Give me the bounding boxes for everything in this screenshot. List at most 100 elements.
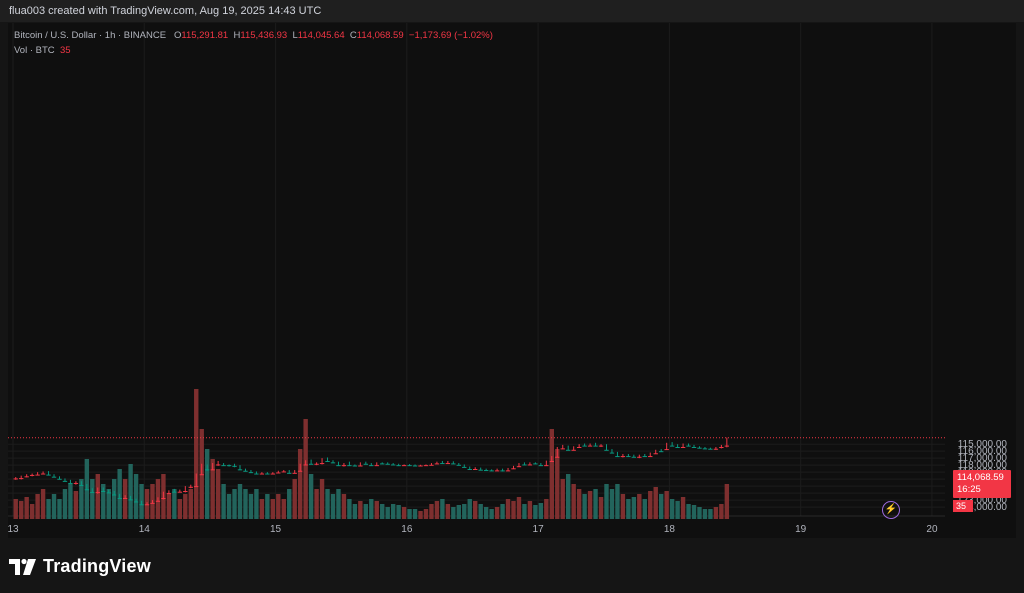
volume-bar (188, 489, 193, 519)
lightning-icon[interactable]: ⚡ (882, 501, 900, 519)
volume-bar (325, 489, 330, 519)
volume-bar (210, 459, 215, 519)
volume-bar (440, 499, 445, 519)
volume-bar (347, 499, 352, 519)
candle-body (276, 472, 281, 474)
volume-bar (303, 419, 308, 519)
volume-bar (555, 449, 560, 519)
candle-body (598, 445, 604, 447)
volume-bar (615, 484, 620, 519)
volume-bar (587, 491, 593, 519)
volume-bar (243, 489, 248, 519)
volume-bar (494, 507, 500, 519)
candle-body (456, 464, 462, 466)
candle-body (478, 469, 483, 471)
candle-body (429, 464, 434, 466)
candle-body (352, 465, 358, 467)
candle-body (188, 486, 193, 488)
volume-bar (35, 494, 40, 519)
volume-bar (609, 489, 615, 519)
x-tick-label: 18 (664, 524, 676, 535)
volume-bar (462, 504, 467, 519)
candle-body (13, 478, 18, 480)
candle-body (489, 470, 494, 472)
volume-bar (418, 511, 423, 519)
last-price-badge: 114,068.59 16:25 (953, 470, 1011, 498)
candle-body (713, 448, 719, 450)
volume-bar (719, 504, 724, 519)
candle-body (19, 478, 24, 480)
candle-body (691, 446, 697, 448)
volume-bar (29, 504, 35, 519)
y-tick-label: 117,000.00 (958, 453, 1008, 464)
candle-body (669, 445, 675, 447)
candle-body (297, 470, 303, 472)
volume-badge: 35 (953, 500, 973, 512)
volume-bar (620, 494, 626, 519)
candle-body (680, 446, 686, 448)
volume-bar (680, 497, 686, 519)
open-label: O (173, 30, 182, 41)
candle-body (287, 472, 292, 474)
volume-bar (237, 484, 243, 519)
candle-body (199, 474, 204, 476)
volume-bar (456, 505, 462, 519)
candle-body (418, 465, 423, 467)
volume-bar (473, 501, 478, 519)
volume-bar (215, 469, 221, 519)
volume-bar (412, 509, 418, 519)
volume-bar (626, 499, 631, 519)
candle-body (467, 468, 472, 470)
volume-bar (287, 489, 292, 519)
tradingview-logo-icon (9, 558, 36, 575)
candle-body (259, 473, 265, 475)
volume-bar (314, 489, 319, 519)
candle-body (144, 504, 150, 506)
volume-bar (380, 504, 385, 519)
candle-body (527, 464, 533, 466)
candle-body (724, 445, 730, 447)
tradingview-logo[interactable]: TradingView (9, 556, 151, 577)
candle-body (254, 473, 259, 475)
volume-bar (374, 501, 379, 519)
candle-body (40, 473, 46, 475)
candle-body (686, 445, 691, 447)
candle-body (609, 452, 615, 454)
candle-body (336, 465, 341, 467)
volume-bar (183, 494, 188, 519)
volume-bar (407, 509, 412, 519)
candle-body (194, 486, 199, 488)
candle-body (500, 470, 505, 472)
candle-body (319, 463, 325, 465)
candle-body (664, 449, 669, 451)
candle-body (615, 456, 620, 458)
x-tick-label: 19 (795, 524, 807, 535)
volume-bar (702, 509, 708, 519)
last-price-value: 114,068.59 (957, 472, 1004, 483)
volume-bar (13, 499, 18, 519)
volume-bar (226, 494, 232, 519)
volume-bar (664, 491, 669, 519)
volume-bar (533, 505, 538, 519)
volume-label[interactable]: Vol · BTC (14, 45, 55, 56)
chart-panel (8, 23, 1016, 538)
volume-bar (560, 479, 565, 519)
volume-bar (111, 479, 117, 519)
volume-bar (511, 501, 516, 519)
candle-body (516, 466, 522, 468)
volume-bar (73, 491, 79, 519)
candle-body (347, 465, 352, 467)
volume-bar (648, 491, 653, 519)
volume-bar (232, 489, 237, 519)
candle-body (582, 445, 587, 447)
candle-body (308, 463, 314, 465)
volume-bar (713, 507, 719, 519)
volume-bar (292, 479, 297, 519)
volume-bar (423, 509, 429, 519)
chart-title: flua003 created with TradingView.com, Au… (9, 5, 322, 17)
candle-body (106, 492, 111, 494)
volume-bar (483, 507, 489, 519)
symbol-label[interactable]: Bitcoin / U.S. Dollar · 1h · BINANCE (14, 30, 167, 41)
low-value: 114,045.64 (297, 30, 345, 41)
